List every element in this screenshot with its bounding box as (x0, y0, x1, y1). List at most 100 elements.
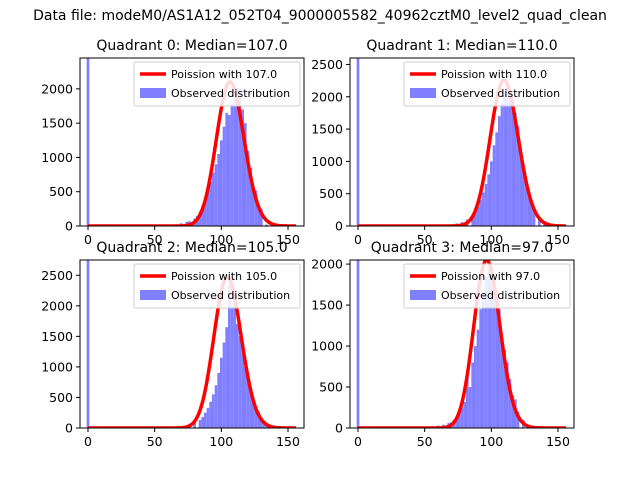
x-tick-label: 100 (479, 232, 503, 247)
legend-box (133, 263, 301, 309)
axes-frame (79, 259, 305, 429)
hist-bar (265, 224, 268, 226)
y-tick-label: 0 (335, 421, 343, 436)
hist-bar (468, 387, 472, 428)
hist-bar (474, 211, 477, 226)
hist-bar (241, 109, 244, 226)
hist-bar (228, 114, 231, 226)
y-tick-label: 1500 (311, 122, 343, 137)
hist-bar (249, 167, 252, 226)
y-tick-label: 1000 (41, 359, 73, 374)
legend: Poission with 107.0 Observed distribution (133, 61, 301, 107)
hist-bar (508, 378, 512, 428)
panel-title: Quadrant 3: Median=97.0 (371, 240, 553, 256)
y-tick-label: 1500 (41, 116, 73, 131)
hist-bar (500, 103, 504, 226)
legend-patch-swatch (410, 88, 436, 98)
hist-bar (241, 348, 244, 428)
hist-bar (482, 292, 485, 428)
hist-bar (238, 88, 242, 226)
plot-area (86, 260, 297, 428)
y-tick-label: 0 (335, 219, 343, 234)
hist-bar (244, 366, 247, 428)
hist-bar (484, 276, 488, 428)
y-tick-label: 1000 (41, 150, 73, 165)
hist-bar (254, 406, 258, 428)
y-tick-label: 1500 (311, 298, 343, 313)
y-tick-label: 1500 (41, 329, 73, 344)
legend-box (403, 263, 571, 309)
hist-bar (217, 373, 220, 428)
hist-bar (503, 350, 506, 428)
hist-bar (476, 329, 480, 428)
axes-frame (349, 259, 575, 429)
hist-bar (209, 182, 212, 226)
hist-bar (214, 385, 218, 428)
hist-bar (471, 215, 474, 226)
hist-bar (201, 417, 204, 428)
hist-bar (206, 190, 210, 226)
legend: Poission with 105.0 Observed distribution (133, 263, 301, 309)
legend: Poission with 110.0 Observed distribution (403, 61, 571, 107)
y-tick-label: 2500 (311, 57, 343, 72)
hist-bar (538, 218, 541, 226)
hist-bar (482, 192, 485, 226)
hist-bar (252, 188, 255, 226)
y-tick-label: 2500 (41, 268, 73, 283)
x-tick-label: 0 (84, 434, 92, 449)
hist-bar (204, 198, 207, 226)
hist-bar (206, 407, 210, 428)
panel-title: Quadrant 2: Median=105.0 (96, 240, 287, 256)
hist-bar (524, 180, 528, 226)
hist-bar (506, 362, 509, 428)
y-tick-label: 500 (319, 186, 343, 201)
hist-bar (516, 125, 520, 226)
hist-bar (204, 412, 207, 428)
hist-bar (220, 140, 223, 226)
plot-area (356, 58, 567, 226)
hist-bar (471, 362, 474, 428)
hist-bar (228, 284, 231, 428)
poisson-curve (87, 80, 297, 226)
hist-bar-zero (356, 58, 360, 226)
hist-bar (238, 336, 242, 428)
x-tick-label: 50 (147, 232, 163, 247)
hist-bar (511, 103, 514, 226)
hist-bar (225, 327, 228, 428)
hist-bar (519, 148, 522, 226)
x-tick-label: 150 (546, 434, 570, 449)
legend-label-poisson: Poission with 105.0 (171, 270, 277, 283)
hist-bar-zero (86, 58, 90, 226)
x-tick-label: 100 (209, 434, 233, 449)
x-tick-label: 100 (479, 434, 503, 449)
hist-bar (511, 395, 514, 428)
hist-bar (474, 346, 477, 428)
y-tick-label: 500 (49, 390, 73, 405)
legend-box (133, 61, 301, 107)
hist-bar (492, 288, 496, 428)
x-tick-label: 100 (209, 232, 233, 247)
hist-bar (506, 87, 509, 226)
hist-bar (217, 154, 220, 226)
legend-patch-swatch (140, 290, 166, 300)
hist-bar (484, 184, 488, 226)
panel-title: Quadrant 1: Median=110.0 (366, 38, 557, 54)
hist-bar (527, 190, 530, 226)
y-tick-label: 500 (49, 184, 73, 199)
hist-bar (230, 103, 234, 226)
legend-box (403, 61, 571, 107)
hist-bar (201, 205, 204, 226)
hist-bar (498, 116, 501, 226)
hist-bar (225, 112, 228, 226)
hist-bar (463, 401, 466, 428)
hist-bar (458, 413, 461, 428)
axes-frame (349, 57, 575, 227)
hist-bar (455, 417, 458, 428)
hist-bar (479, 309, 482, 428)
y-tick-label: 0 (65, 421, 73, 436)
hist-bar (198, 211, 202, 226)
hist-bar (220, 357, 223, 428)
hist-bar (244, 123, 247, 226)
